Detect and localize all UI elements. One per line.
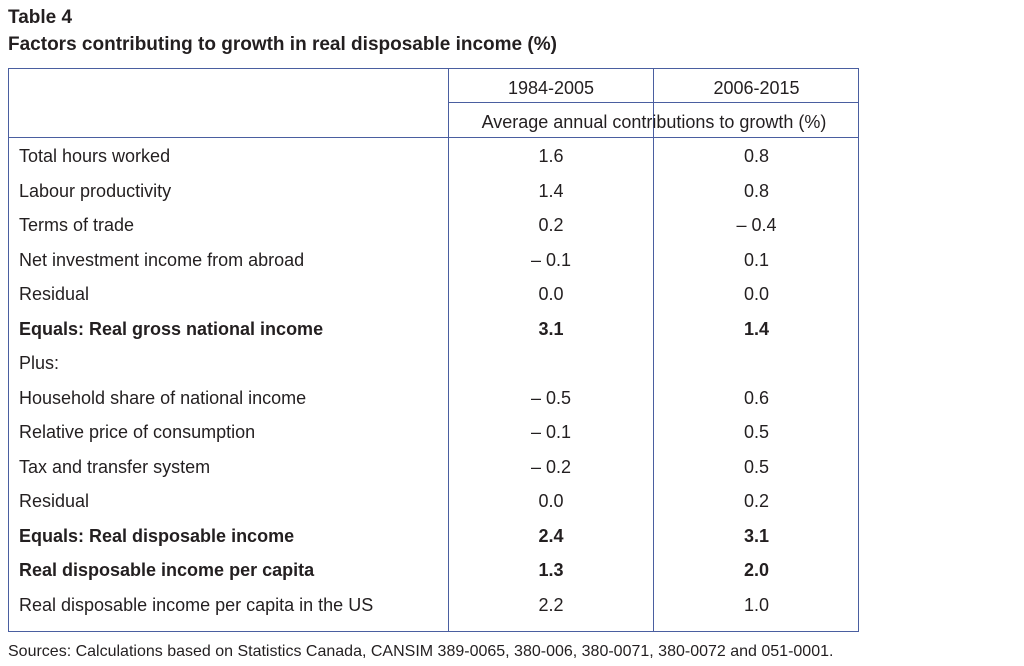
row-value-1984-2005: – 0.5 xyxy=(530,387,572,408)
row-value-1984-2005: 2.4 xyxy=(538,525,564,546)
table-row: Plus: xyxy=(8,346,859,381)
row-value-2006-2015: 0.5 xyxy=(743,456,770,477)
row-label: Tax and transfer system xyxy=(19,456,211,477)
row-value-2006-2015: 0.0 xyxy=(743,284,770,304)
row-label: Relative price of consumption xyxy=(19,422,256,442)
table-row: Residual 0.0 0.0 xyxy=(8,277,859,312)
row-value-2006-2015: 0.2 xyxy=(743,491,770,511)
header-rule-top xyxy=(448,102,859,103)
header-rule-bottom xyxy=(8,137,859,138)
column-divider-right xyxy=(653,68,654,632)
row-label: Residual xyxy=(19,491,90,511)
row-label: Residual xyxy=(19,284,90,304)
column-header-1984-2005: 1984-2005 xyxy=(507,78,595,98)
row-value-2006-2015: – 0.4 xyxy=(736,215,777,235)
table-row: Labour productivity 1.4 0.8 xyxy=(8,174,859,209)
table-row: Tax and transfer system – 0.2 0.5 xyxy=(8,450,859,485)
row-label: Equals: Real gross national income xyxy=(19,318,324,339)
row-value-2006-2015: 1.0 xyxy=(743,594,770,615)
table-row-total: Equals: Real disposable income 2.4 3.1 xyxy=(8,519,859,554)
row-label: Net investment income from abroad xyxy=(19,249,305,270)
row-value-1984-2005: – 0.2 xyxy=(530,456,572,477)
row-value-1984-2005: 1.6 xyxy=(538,146,564,166)
row-label: Household share of national income xyxy=(19,387,307,408)
row-value-2006-2015: 3.1 xyxy=(743,525,770,546)
table-row-total: Real disposable income per capita 1.3 2.… xyxy=(8,553,859,588)
row-value-2006-2015: 0.8 xyxy=(743,180,770,201)
row-value-1984-2005: 0.2 xyxy=(538,215,564,235)
table-row: Total hours worked 1.6 0.8 xyxy=(8,139,859,174)
row-value-2006-2015: 0.1 xyxy=(743,249,770,270)
row-value-2006-2015: 0.6 xyxy=(743,387,770,408)
row-value-2006-2015: 2.0 xyxy=(743,560,770,580)
column-divider-left xyxy=(448,68,449,632)
row-value-1984-2005: 2.2 xyxy=(538,594,564,615)
table-title: Factors contributing to growth in real d… xyxy=(8,34,557,55)
row-value-1984-2005: 1.3 xyxy=(538,560,564,580)
table-row: Residual 0.0 0.2 xyxy=(8,484,859,519)
row-label: Total hours worked xyxy=(19,146,171,166)
row-value-1984-2005: 0.0 xyxy=(538,284,564,304)
row-label: Labour productivity xyxy=(19,180,172,201)
source-note: Sources: Calculations based on Statistic… xyxy=(8,643,834,660)
column-header-2006-2015: 2006-2015 xyxy=(713,78,800,98)
row-label: Real disposable income per capita xyxy=(19,560,315,580)
row-value-1984-2005: – 0.1 xyxy=(530,249,572,270)
row-value-1984-2005: 1.4 xyxy=(538,180,564,201)
table-row: Terms of trade 0.2 – 0.4 xyxy=(8,208,859,243)
table-row-total: Equals: Real gross national income 3.1 1… xyxy=(8,312,859,347)
row-value-2006-2015: 0.8 xyxy=(743,146,770,166)
row-label: Real disposable income per capita in the… xyxy=(19,594,374,615)
row-value-1984-2005: 0.0 xyxy=(538,491,564,511)
table-row: Relative price of consumption – 0.1 0.5 xyxy=(8,415,859,450)
row-value-2006-2015: 0.5 xyxy=(743,422,770,442)
row-value-2006-2015: 1.4 xyxy=(743,318,770,339)
row-label: Terms of trade xyxy=(19,215,135,235)
column-subheader: Average annual contributions to growth (… xyxy=(481,112,827,132)
row-value-1984-2005: – 0.1 xyxy=(530,422,572,442)
table-number: Table 4 xyxy=(8,7,73,28)
row-label: Equals: Real disposable income xyxy=(19,525,295,546)
row-label: Plus: xyxy=(19,353,60,373)
table-row: Real disposable income per capita in the… xyxy=(8,588,859,623)
table-row: Net investment income from abroad – 0.1 … xyxy=(8,243,859,278)
row-value-1984-2005: 3.1 xyxy=(538,318,564,339)
table-frame xyxy=(8,68,859,632)
table-row: Household share of national income – 0.5… xyxy=(8,381,859,416)
